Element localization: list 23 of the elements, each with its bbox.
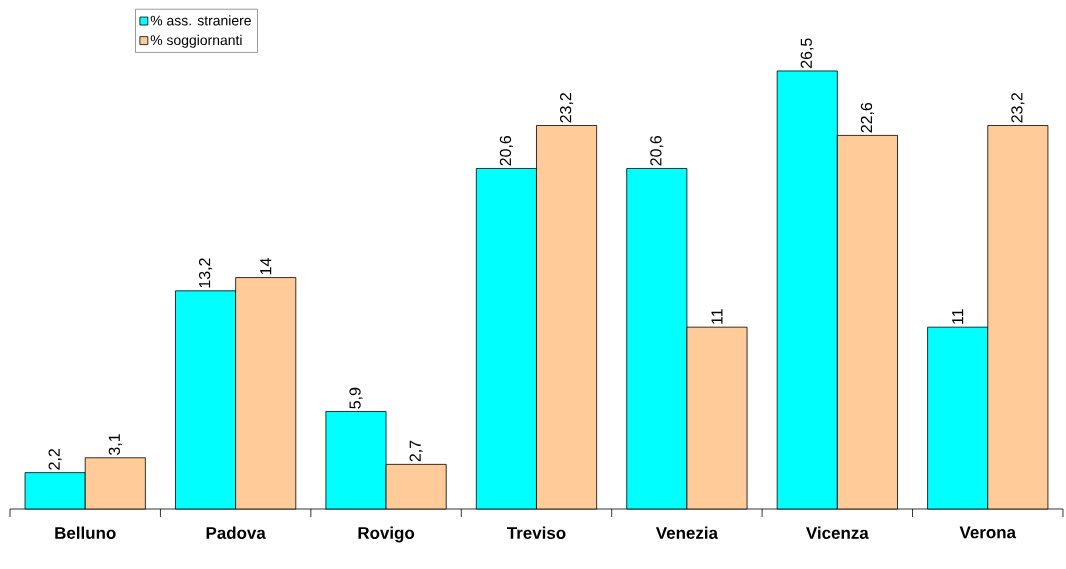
data-label: 23,2: [1011, 93, 1025, 123]
data-label: 14: [260, 258, 272, 275]
data-label: 20,6: [499, 135, 513, 166]
legend-label: % ass. straniere: [150, 15, 251, 26]
data-label: 2,2: [48, 449, 62, 470]
data-label: 22,6: [860, 102, 874, 133]
legend-label: % soggiornanti: [150, 34, 242, 48]
x-tick-label: Padova: [206, 526, 266, 539]
data-label: 23,2: [559, 93, 574, 123]
x-tick-label: Venezia: [655, 526, 719, 539]
x-tick-label: Vicenza: [806, 526, 869, 539]
x-tick-label: Treviso: [507, 526, 566, 539]
data-label: 26,5: [800, 38, 814, 68]
x-tick-label: Belluno: [55, 526, 116, 539]
data-label: 20,6: [650, 135, 664, 166]
data-label: 11: [711, 309, 723, 324]
x-tick-label: Rovigo: [358, 526, 415, 543]
data-label: 13,2: [198, 258, 213, 288]
data-label: 11: [952, 309, 964, 324]
data-label: 5,9: [349, 387, 363, 409]
data-label: 2,7: [409, 440, 423, 462]
data-label: 3,1: [108, 434, 122, 455]
x-tick-label: Verona: [959, 526, 1017, 539]
